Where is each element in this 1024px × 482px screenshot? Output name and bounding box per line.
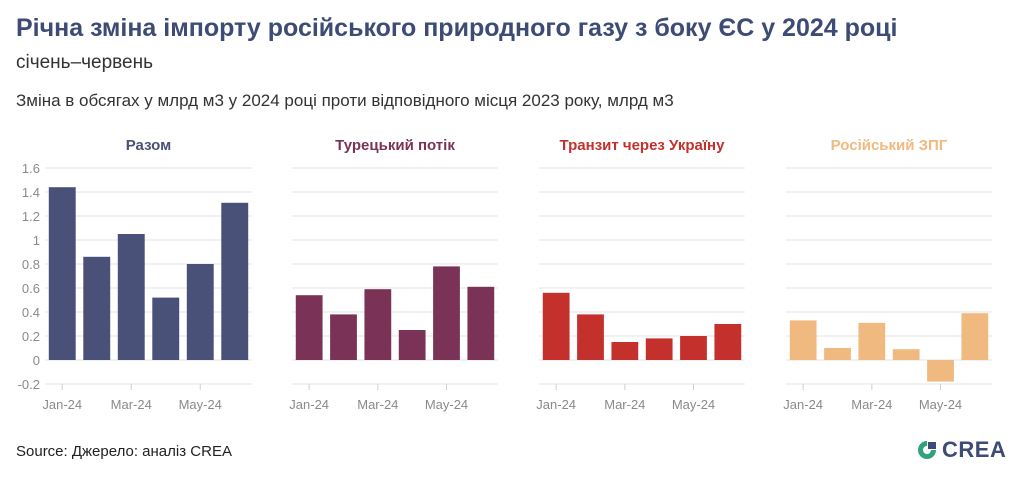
crea-logo-icon [918,441,936,459]
y-tick-label: 0.2 [22,329,40,344]
bar [467,286,495,360]
x-tick-label: May-24 [425,397,468,412]
y-tick-label: 0.6 [22,281,40,296]
bar [645,338,673,360]
chart-title: Річна зміна імпорту російського природно… [16,14,898,42]
bar [927,360,954,382]
bar [858,322,886,360]
bar [117,234,145,360]
small-multiples-chart: -0.2 0 0.2 0.4 0.6 0.8 1 1.2 1.4 1.6 Разом Jan-24 Ma… [18,137,992,412]
bar [152,297,180,360]
x-tick-label: Mar-24 [851,397,892,412]
bar [824,348,851,360]
y-tick-label: -0.2 [18,377,40,392]
bar [611,342,639,360]
bar [83,256,111,360]
bar [295,295,323,360]
x-tick-label: Jan-24 [42,397,82,412]
y-tick-label: 1.2 [22,209,40,224]
bar [398,330,426,360]
panel-title: Турецький потік [335,137,455,154]
y-tick-label: 0.8 [22,257,40,272]
bar [186,264,214,360]
source-note: Source: Джерело: аналіз CREA [16,443,232,460]
y-tick-label: 1.4 [22,185,40,200]
x-tick-label: Mar-24 [604,397,645,412]
x-tick-label: May-24 [672,397,715,412]
x-tick-label: May-24 [919,397,962,412]
chart-description: Зміна в обсягах у млрд м3 у 2024 році пр… [16,91,674,110]
panel-title: Російський ЗПГ [831,137,948,154]
bar [221,202,249,360]
crea-logo-text: CREA [942,437,1007,462]
y-tick-label: 0 [33,353,40,368]
x-tick-label: Jan-24 [536,397,576,412]
y-tick-label: 1.6 [22,161,40,176]
x-tick-label: May-24 [179,397,222,412]
panel-title: Разом [126,137,171,154]
bar [789,320,817,360]
x-tick-label: Jan-24 [289,397,329,412]
bar [714,324,742,360]
bar [680,336,707,360]
bar [48,187,76,360]
bar [433,266,460,360]
bar [961,313,989,360]
chart-subtitle: січень–червень [16,52,154,73]
y-tick-label: 0.4 [22,305,40,320]
x-tick-label: Mar-24 [111,397,152,412]
crea-logo: CREA [916,437,1006,463]
y-tick-label: 1 [33,233,40,248]
bar [364,289,392,360]
bar [330,314,357,360]
x-tick-label: Mar-24 [357,397,398,412]
bar [542,292,570,360]
x-tick-label: Jan-24 [783,397,823,412]
bar [577,314,604,360]
panel-title: Транзит через Україну [560,137,726,154]
bar [892,349,920,360]
